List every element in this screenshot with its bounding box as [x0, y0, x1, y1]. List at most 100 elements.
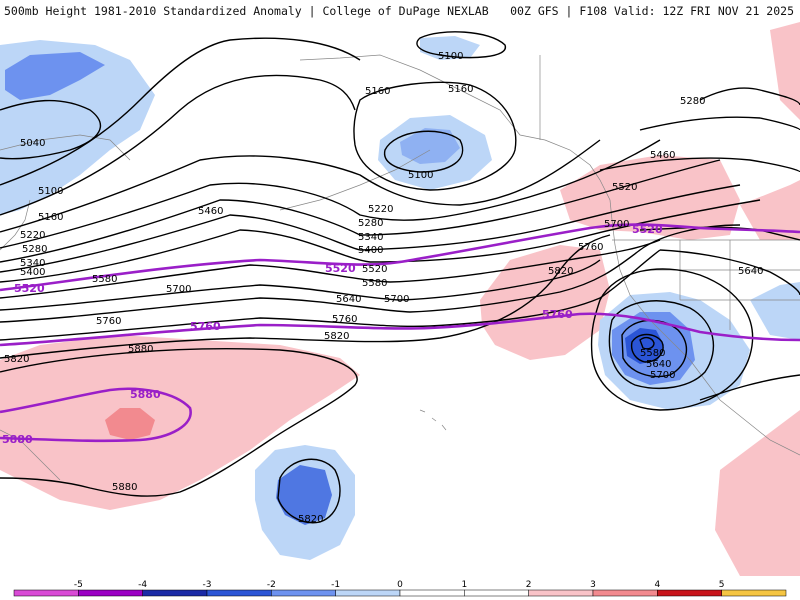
- anomaly-shading: [0, 22, 800, 576]
- colorbar-tick-label: -1: [331, 580, 340, 590]
- contour-label: 5700: [650, 370, 675, 381]
- contour-label: 5760: [332, 314, 357, 325]
- contour-label: 5820: [298, 514, 323, 525]
- model-run-info: 00Z GFS | F108 Valid: 12Z FRI NOV 21 202…: [510, 4, 794, 18]
- contour-5640: [0, 259, 601, 311]
- highlight-contour-label: 5880: [2, 433, 33, 446]
- japan-coastline: [0, 199, 31, 251]
- colorbar-segments: [13, 589, 787, 597]
- colorbar-tick-label: -3: [203, 580, 212, 590]
- contour-5820-low: [277, 458, 341, 524]
- colorbar-tick-label: -5: [74, 580, 83, 590]
- colorbar-tick-label: 1: [461, 580, 467, 590]
- contour-5220: [0, 139, 601, 233]
- colorbar-tick-label: 0: [397, 580, 403, 590]
- contour-label: 5460: [650, 150, 675, 161]
- contour-5100-alaska: [416, 31, 506, 59]
- positive-anomaly-area: [560, 155, 740, 240]
- contour-label: 5580: [362, 278, 387, 289]
- highlight-contour-labels: 5520 5520 5520 5760 5760 5880 5880: [2, 223, 663, 446]
- contour-5880-highlight: [0, 387, 192, 443]
- contour-label: 5880: [112, 482, 137, 493]
- aleutian-chain: [279, 149, 431, 211]
- contour-5160b: [0, 74, 356, 216]
- contour-label: 5340: [358, 232, 383, 243]
- contour-5520-highlight: [0, 223, 800, 292]
- colorbar-segment: [13, 589, 79, 597]
- contour-label: 5880: [128, 344, 153, 355]
- positive-anomaly-area: [715, 410, 800, 576]
- contour-label: 5280: [22, 244, 47, 255]
- colorbar-segment: [464, 589, 529, 597]
- contour-east-4: [639, 116, 800, 131]
- contour-label: 5160: [365, 86, 390, 97]
- contour-5040: [0, 99, 102, 160]
- map-title: 500mb Height 1981-2010 Standardized Anom…: [4, 4, 489, 18]
- positive-anomaly-area: [740, 180, 800, 240]
- positive-anomaly-area: [770, 22, 800, 120]
- contour-label: 5520: [362, 264, 387, 275]
- contour-5880: [0, 348, 358, 497]
- contour-5820: [0, 234, 611, 359]
- colorbar-tick-label: -4: [138, 580, 147, 590]
- colorbar-segment: [657, 589, 722, 597]
- contour-east-2: [659, 249, 800, 296]
- highlight-contour-label: 5520: [632, 223, 663, 236]
- negative-anomaly-area: [750, 282, 800, 340]
- colorbar-tick-label: 2: [526, 580, 532, 590]
- colorbar-segment: [528, 589, 594, 597]
- contour-label: 5760: [96, 316, 121, 327]
- contour-label: 5160: [448, 84, 473, 95]
- contour-5760-highlight: [0, 312, 800, 347]
- contour-label: 5640: [336, 294, 361, 305]
- contour-5400: [0, 184, 741, 273]
- colorbar-ticks: -5 -4 -3 -2 -1 0 1 2 3 4 5: [74, 580, 725, 590]
- contour-label: 5160: [38, 212, 63, 223]
- colorbar-segment: [142, 589, 208, 597]
- contour-east-3: [699, 87, 800, 106]
- philippines-coastline: [0, 429, 61, 481]
- contour-label: 5280: [358, 218, 383, 229]
- moderate-negative-anomaly-area: [400, 128, 460, 164]
- contour-label: 5400: [20, 267, 45, 278]
- contour-label: 5700: [604, 219, 629, 230]
- highlight-contour-label: 5880: [130, 388, 161, 401]
- contour-east-6: [699, 374, 800, 401]
- contour-label: 5280: [680, 96, 705, 107]
- contour-label: 5700: [384, 294, 409, 305]
- contour-cutoff-1: [590, 268, 754, 411]
- contour-label: 5700: [166, 284, 191, 295]
- highlight-contour-label: 5760: [542, 308, 573, 321]
- contour-east-5: [599, 157, 800, 173]
- contour-cutoff-4: [630, 333, 664, 363]
- contour-labels: 5100 5160 5160 5100 5040 5100 5160 5220 …: [4, 51, 763, 525]
- contour-label: 5580: [92, 274, 117, 285]
- colorbar-segment: [206, 589, 272, 597]
- contour-label: 5460: [198, 206, 223, 217]
- anomaly-map: 5100 5160 5160 5100 5040 5100 5160 5220 …: [0, 20, 800, 576]
- contour-label: 5760: [578, 242, 603, 253]
- contour-cutoff-5: [639, 336, 655, 350]
- alaska-coastline: [299, 54, 601, 181]
- positive-anomaly-area: [480, 245, 610, 360]
- contour-5700: [0, 224, 741, 323]
- colorbar-segment: [592, 589, 658, 597]
- contour-label: 5040: [20, 138, 45, 149]
- contour-label: 5220: [368, 204, 393, 215]
- contour-label: 5100: [38, 186, 63, 197]
- colorbar-canvas: -5 -4 -3 -2 -1 0 1 2 3 4 5: [13, 580, 787, 597]
- positive-anomaly-area: [0, 335, 360, 510]
- contour-label: 5340: [20, 258, 45, 269]
- contour-label: 5820: [548, 266, 573, 277]
- strong-positive-anomaly-area: [105, 408, 155, 440]
- colorbar-segment: [78, 589, 143, 597]
- strong-negative-anomaly-area: [5, 52, 105, 100]
- colorbar-segment: [399, 589, 465, 597]
- highlight-contour-label: 5520: [325, 262, 356, 275]
- contour-label: 5400: [358, 245, 383, 256]
- colorbar-segment: [271, 589, 336, 597]
- contour-label: 5100: [408, 170, 433, 181]
- contour-label: 5520: [612, 182, 637, 193]
- siberia-coastline: [0, 134, 131, 161]
- map-header: 500mb Height 1981-2010 Standardized Anom…: [0, 0, 800, 20]
